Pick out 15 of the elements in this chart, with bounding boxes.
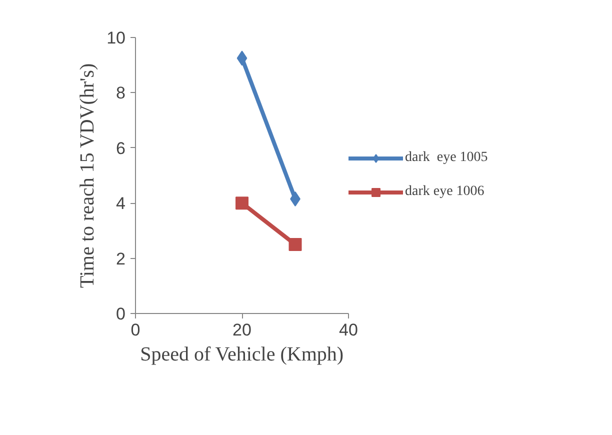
x-axis-title: Speed of Vehicle (Kmph) [140,344,344,366]
legend-label: dark eye 1006 [405,184,484,200]
y-axis-title: Time to reach 15 VDV(hr's) [76,63,99,288]
y-tick-label: 8 [116,84,126,103]
y-tick-label: 0 [116,304,126,324]
x-tick-label: 20 [232,320,252,340]
y-tick-label: 4 [116,194,126,214]
x-tick-label: 40 [339,320,358,340]
y-tick-label: 6 [116,138,126,158]
x-tick-label: 0 [130,320,140,340]
y-tick-label: 10 [106,28,126,48]
point [288,238,302,251]
legend-label: dark eye 1005 [405,150,488,166]
y-tick-label: 2 [116,249,126,268]
point [236,196,248,210]
